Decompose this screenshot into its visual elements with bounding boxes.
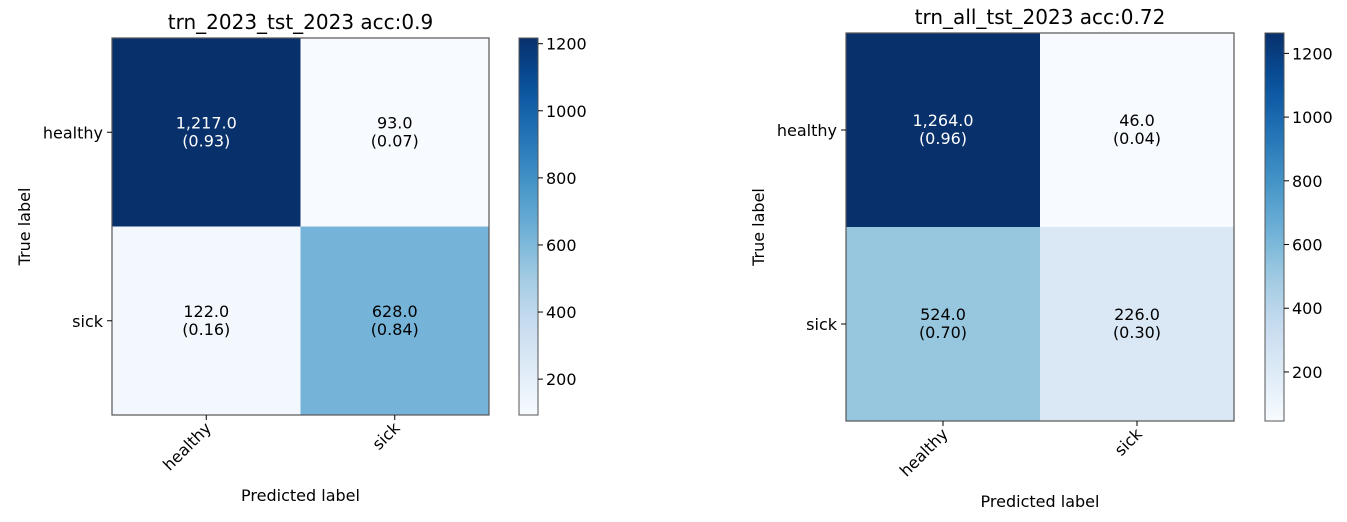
chart-title: trn_2023_tst_2023 acc:0.9 [168,10,433,34]
heatmap-cell-healthy-healthy [846,33,1040,227]
colorbar-tick-label: 200 [546,370,577,389]
heatmap-cell-healthy-sick [300,38,489,227]
cell-value-label: 628.0 [372,302,418,321]
cell-value-label: 1,217.0 [176,113,237,132]
colorbar-tick-label: 600 [546,236,577,255]
y-tick-label: healthy [43,123,103,142]
y-tick-label: healthy [777,121,837,140]
colorbar-tick-label: 200 [1292,363,1323,382]
axes-frame [111,37,490,416]
cell-value-label: 93.0 [377,113,413,132]
heatmap-cell-sick-healthy [846,227,1040,421]
confusion-matrix-panel-2: 1,264.0(0.96) 46.0(0.04) 524.0(0.70) 226.0(… [749,5,1333,511]
colorbar-tick-label: 800 [546,169,577,188]
cell-value-label: 226.0 [1114,305,1160,324]
heatmap-cell-healthy-healthy [112,38,301,227]
y-tick-label: sick [72,312,104,331]
x-axis-label: Predicted label [981,492,1100,511]
cell-value-label: 524.0 [920,305,966,324]
y-tick-label: sick [806,315,838,334]
colorbar-tick-label: 1200 [546,35,587,54]
colorbar-tick-label: 400 [1292,299,1323,318]
cell-fraction-label: (0.04) [1113,129,1161,148]
cell-fraction-label: (0.84) [371,320,419,339]
colorbar-tick-label: 400 [546,303,577,322]
cell-fraction-label: (0.07) [371,131,419,150]
x-tick-label: sick [368,418,404,454]
cell-fraction-label: (0.16) [182,320,230,339]
colorbar [518,37,539,416]
x-axis-label: Predicted label [241,486,360,505]
heatmap-cell-healthy-sick [1040,33,1234,227]
cell-fraction-label: (0.93) [182,131,230,150]
y-axis-label: True label [15,188,34,267]
colorbar-tick-label: 1000 [546,102,587,121]
y-axis-label: True label [749,188,768,267]
cell-fraction-label: (0.30) [1113,323,1161,342]
heatmap-cell-sick-healthy [112,226,301,415]
cell-fraction-label: (0.96) [919,129,967,148]
x-tick-label: sick [1111,424,1147,460]
colorbar-tick-label: 800 [1292,172,1323,191]
x-tick-label: healthy [896,424,952,480]
cell-value-label: 122.0 [183,302,229,321]
confusion-matrix-panel-1: 1,217.0(0.93) 93.0(0.07) 122.0(0.16) 628.0(… [15,10,587,505]
colorbar-tick-label: 600 [1292,236,1323,255]
cell-value-label: 1,264.0 [912,111,973,130]
chart-title: trn_all_tst_2023 acc:0.72 [915,5,1166,29]
x-tick-label: healthy [159,418,215,474]
colorbar-tick-label: 1000 [1292,108,1333,127]
cell-value-label: 46.0 [1119,111,1155,130]
heatmap-cell-sick-sick [1040,227,1234,421]
colorbar [1264,32,1285,422]
heatmap-cell-sick-sick [300,226,489,415]
axes-frame [845,32,1235,422]
colorbar-tick-label: 1200 [1292,44,1333,63]
cell-fraction-label: (0.70) [919,323,967,342]
